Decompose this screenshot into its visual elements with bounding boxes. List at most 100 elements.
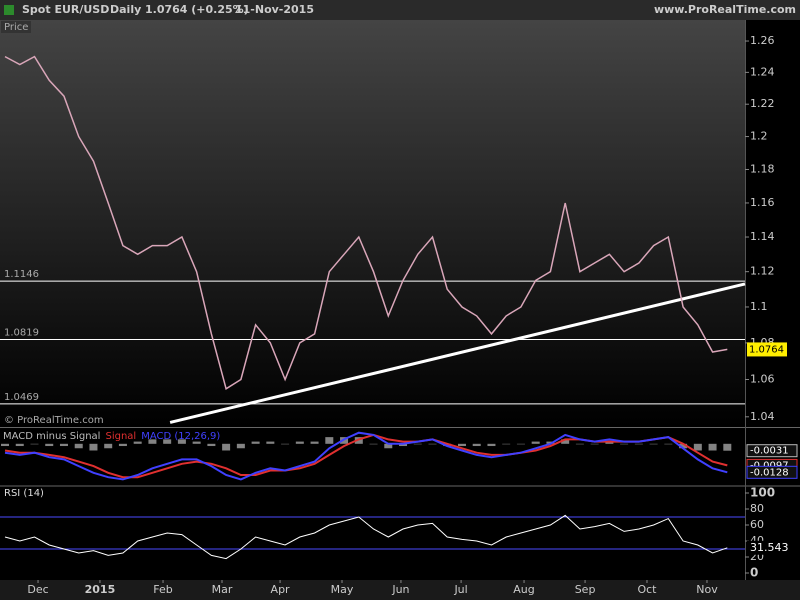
quote: 1.0764 (+0.25%) [145, 3, 249, 16]
x-tick-label: Mar [212, 583, 233, 596]
legend-entry: MACD minus Signal [3, 431, 100, 442]
macd-histogram-bar [310, 441, 319, 444]
macd-histogram-bar [15, 443, 24, 447]
macd-panel [0, 428, 745, 485]
macd-histogram-bar [30, 443, 39, 445]
symbol: Spot EUR/USD [22, 3, 109, 16]
macd-histogram-bar [634, 443, 643, 445]
panel-title: Price [4, 22, 28, 33]
macd-histogram-bar [295, 441, 304, 444]
price-line [4, 55, 728, 390]
x-tick-label: Jun [391, 583, 409, 596]
macd-histogram-bar [266, 441, 275, 444]
header-bar [0, 0, 800, 20]
legend-entry: MACD (12,26,9) [141, 431, 220, 442]
macd-histogram-bar [561, 439, 570, 444]
macd-histogram-bar [1, 443, 10, 447]
macd-histogram-bar [428, 443, 437, 445]
trendline [169, 282, 746, 424]
last-value-label: -0.0031 [750, 446, 789, 457]
macd-histogram-bar [45, 443, 54, 447]
y-tick-label: 1.1 [750, 300, 768, 313]
level-label: 1.1146 [4, 269, 39, 280]
y-tick-label: 80 [750, 502, 764, 515]
macd-histogram-bar [281, 443, 290, 445]
y-tick-label: 1.12 [750, 265, 775, 278]
last-value-label: -0.0128 [750, 467, 789, 478]
panel-title: RSI (14) [4, 488, 44, 499]
site: www.ProRealTime.com [654, 3, 796, 16]
x-tick-label: Aug [513, 583, 534, 596]
rsi-line [4, 514, 728, 560]
x-tick-label: Apr [271, 583, 291, 596]
macd-histogram-bar [590, 443, 599, 445]
y-tick-label: 1.24 [750, 65, 775, 78]
macd-histogram-bar [222, 443, 231, 451]
macd-histogram-bar [502, 443, 511, 445]
macd-histogram-bar [605, 441, 614, 444]
macd-histogram-bar [236, 443, 245, 449]
macd-histogram-bar [457, 443, 466, 447]
last-value-label: 31.543 [750, 541, 789, 554]
macd-histogram-bar [148, 439, 157, 444]
macd-histogram-bar [163, 439, 172, 444]
y-tick-label: 1.2 [750, 130, 768, 143]
macd-histogram-bar [325, 437, 334, 444]
rsi-panel [0, 487, 745, 580]
last-value-box [746, 465, 798, 479]
y-tick-label: 0 [750, 566, 758, 580]
macd-histogram-bar [620, 443, 629, 445]
last-price-label: 1.0764 [749, 344, 784, 355]
macd-histogram-bar [472, 443, 481, 447]
macd-histogram-bar [664, 443, 673, 445]
macd-histogram-bar [531, 441, 540, 444]
macd-histogram-bar [177, 439, 186, 444]
y-tick-label: 1.14 [750, 230, 775, 243]
macd-histogram-bar [59, 443, 68, 447]
macd-histogram-bar [649, 443, 658, 445]
macd-histogram-bar [118, 443, 127, 447]
x-tick-label: Jul [453, 583, 467, 596]
macd-histogram-bar [89, 443, 98, 451]
macd-histogram-bar [207, 443, 216, 447]
x-tick-label: May [331, 583, 354, 596]
y-tick-label: 100 [750, 486, 775, 500]
level-label: 1.0819 [4, 327, 39, 338]
macd-line [4, 433, 728, 479]
macd-histogram-bar [693, 443, 702, 451]
panel-tag [1, 21, 31, 33]
level-label: 1.0469 [4, 392, 39, 403]
y-tick-label: 1.04 [750, 410, 775, 423]
last-price-box [747, 342, 787, 357]
macd-histogram-bar [487, 443, 496, 447]
last-value-box [747, 540, 789, 555]
macd-histogram-bar [104, 443, 113, 449]
y-tick-label: 60 [750, 518, 764, 531]
x-tick-label: Nov [696, 583, 718, 596]
icon [4, 5, 14, 15]
macd-histogram-bar [369, 443, 378, 445]
x-axis-bar [0, 580, 800, 600]
y-tick-label: 1.26 [750, 34, 775, 47]
legend-entry: Signal [105, 431, 136, 442]
y-tick-label: 1.18 [750, 162, 775, 175]
macd-histogram-bar [399, 443, 408, 447]
watermark: © ProRealTime.com [4, 415, 104, 426]
macd-histogram-bar [723, 443, 732, 451]
y-tick-label: 1.06 [750, 373, 775, 386]
x-tick-label: Dec [27, 583, 48, 596]
x-tick-label: 2015 [85, 583, 116, 596]
macd-histogram-bar [575, 443, 584, 445]
macd-histogram-bar [679, 443, 688, 449]
macd-histogram-bar [251, 441, 260, 444]
macd-histogram-bar [708, 443, 717, 451]
macd-line [4, 431, 728, 481]
macd-histogram-bar [192, 441, 201, 444]
macd-histogram-bar [413, 443, 422, 445]
x-tick-label: Sep [575, 583, 596, 596]
y-tick-label: 1.22 [750, 97, 775, 110]
date: 11-Nov-2015 [235, 3, 314, 16]
macd-histogram-bar [384, 443, 393, 449]
